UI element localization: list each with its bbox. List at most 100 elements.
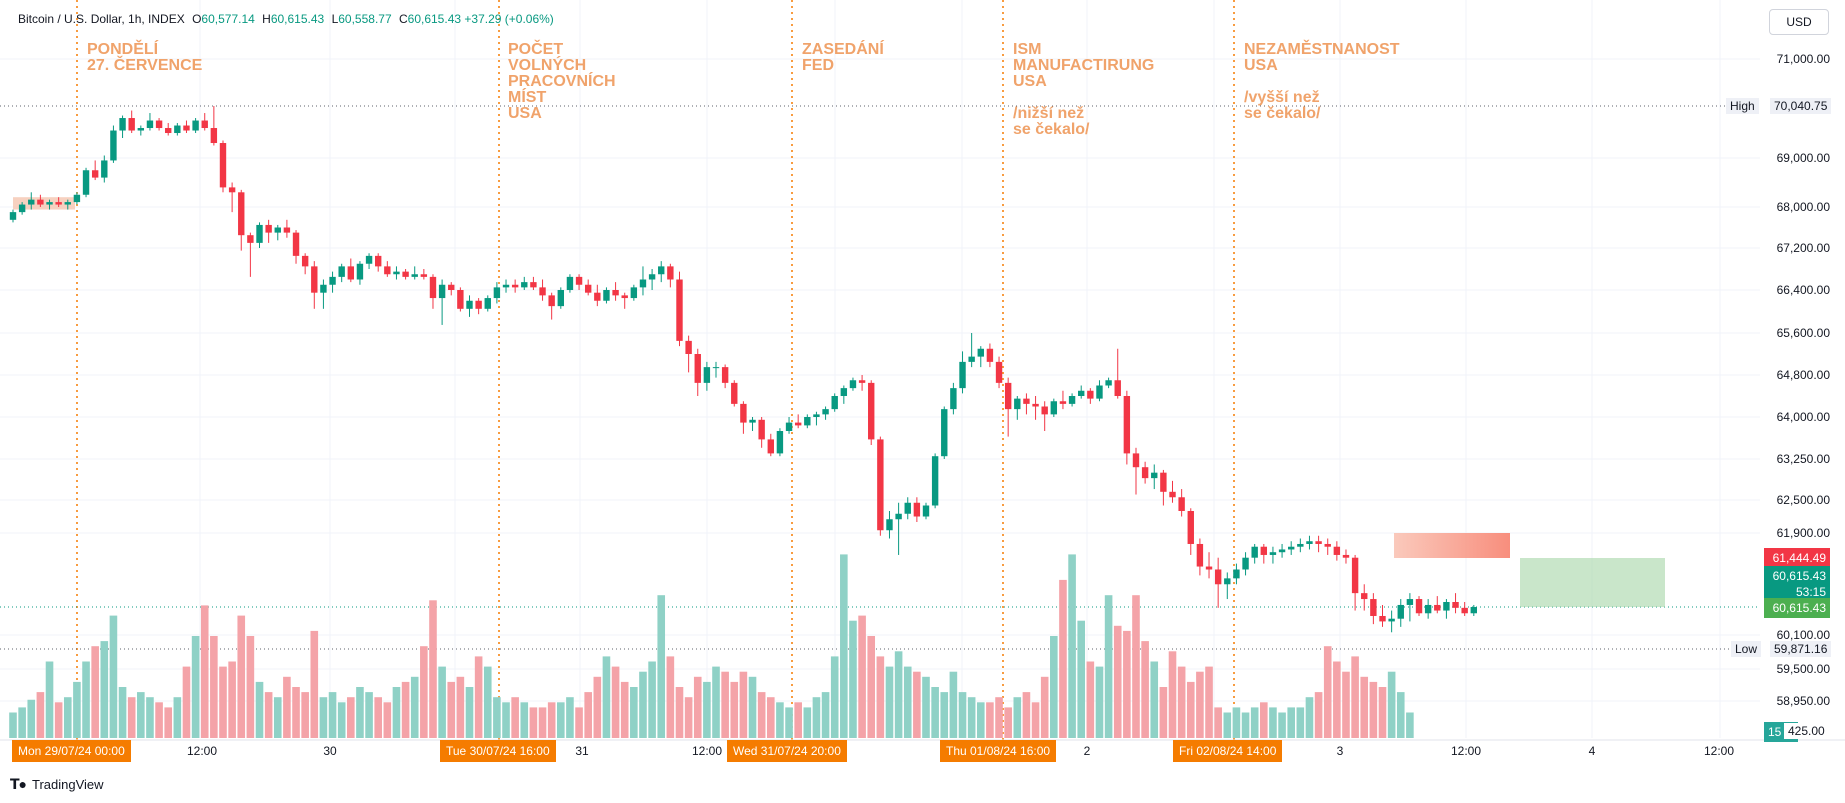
tradingview-branding[interactable]: 𝗧● TradingView <box>10 776 104 793</box>
candle-body-121 <box>1114 380 1121 396</box>
candle-10 <box>101 155 108 183</box>
event-text-1: PONDĚLÍ 27. ČERVENCE <box>87 41 203 74</box>
candle-91 <box>840 385 848 404</box>
y-tick-label-4: 67,200.00 <box>1777 241 1831 255</box>
candle-95 <box>877 436 884 536</box>
volume-bar-61 <box>566 697 574 738</box>
candle-body-128 <box>1178 497 1185 511</box>
candle-body-117 <box>1078 390 1085 396</box>
candle-body-104 <box>959 361 966 389</box>
candle-131 <box>1205 552 1213 579</box>
y-tick-label-17: 58,950.00 <box>1777 694 1831 708</box>
candle-50 <box>466 295 473 317</box>
candle-body-111 <box>1023 398 1030 404</box>
candle-13 <box>128 110 135 134</box>
volume-bar-23 <box>219 666 227 738</box>
volume-bar-127 <box>1168 651 1177 738</box>
candle-body-123 <box>1132 453 1140 468</box>
volume-bar-145 <box>1333 661 1341 738</box>
volume-bar-75 <box>693 676 702 738</box>
candle-body-154 <box>1415 599 1423 614</box>
candle-body-114 <box>1050 401 1058 415</box>
candle-75 <box>694 348 701 396</box>
volume-bar-5 <box>54 702 63 738</box>
volume-bar-26 <box>246 636 255 738</box>
candle-body-54 <box>502 284 510 288</box>
x-tick-label-1: 30 <box>323 744 337 758</box>
volume-bar-106 <box>976 702 985 738</box>
volume-bar-85 <box>785 707 793 738</box>
y-tick-label-11: 61,900.00 <box>1777 526 1831 540</box>
candle-body-118 <box>1087 390 1094 399</box>
volume-bar-91 <box>840 554 848 738</box>
candle-body-119 <box>1096 385 1103 399</box>
currency-button[interactable]: USD <box>1769 9 1829 35</box>
volume-bar-38 <box>356 687 364 738</box>
candle-body-73 <box>676 279 683 341</box>
candle-67 <box>621 292 628 309</box>
candle-body-160 <box>1470 607 1477 614</box>
candle-body-138 <box>1269 552 1277 555</box>
candle-body-45 <box>420 274 428 277</box>
candle-51 <box>475 298 482 315</box>
candle-49 <box>457 287 464 312</box>
candle-body-23 <box>219 143 227 188</box>
volume-bar-54 <box>502 702 510 738</box>
volume-bar-11 <box>109 615 118 738</box>
candle-body-55 <box>511 284 519 288</box>
candle-54 <box>502 279 510 293</box>
volume-bar-63 <box>584 692 592 738</box>
candle-78 <box>721 364 729 389</box>
volume-bar-82 <box>757 692 766 738</box>
candle-93 <box>858 375 866 391</box>
candle-118 <box>1087 388 1094 404</box>
candle-body-9 <box>91 170 99 178</box>
time-label-event-4: Thu 01/08/24 16:00 <box>940 740 1057 762</box>
candle-125 <box>1151 464 1158 490</box>
candle-body-27 <box>256 224 263 243</box>
candle-body-109 <box>1004 382 1012 410</box>
volume-bar-131 <box>1205 666 1213 738</box>
candle-body-130 <box>1196 543 1204 567</box>
low-tag-label: Low <box>1731 641 1762 657</box>
candle-97 <box>895 502 902 555</box>
candle-79 <box>731 380 738 407</box>
candle-41 <box>384 261 391 277</box>
volume-bar-12 <box>118 687 127 738</box>
candle-body-129 <box>1187 511 1194 544</box>
volume-bar-64 <box>593 676 602 738</box>
candle-body-99 <box>913 502 921 517</box>
volume-bar-146 <box>1342 671 1350 738</box>
candle-body-22 <box>210 128 218 144</box>
low-value: 60,558.77 <box>338 12 392 26</box>
volume-bar-138 <box>1269 707 1277 738</box>
volume-bar-30 <box>283 676 291 738</box>
volume-bar-143 <box>1314 692 1323 738</box>
candle-102 <box>941 406 948 459</box>
candle-40 <box>375 253 382 272</box>
candle-body-127 <box>1169 491 1176 498</box>
volume-bar-34 <box>319 697 328 738</box>
candle-108 <box>995 356 1003 389</box>
volume-bar-126 <box>1159 687 1168 738</box>
candle-body-70 <box>648 274 656 280</box>
volume-bar-139 <box>1278 712 1286 738</box>
volume-bar-1 <box>18 707 26 738</box>
candle-body-63 <box>584 284 592 293</box>
candle-64 <box>594 284 601 307</box>
candle-body-38 <box>356 263 364 280</box>
candle-body-41 <box>384 266 391 275</box>
candle-body-79 <box>731 382 738 404</box>
volume-bar-35 <box>328 692 337 738</box>
candle-141 <box>1297 538 1304 553</box>
candle-7 <box>73 192 81 205</box>
candle-35 <box>329 271 336 293</box>
candle-body-40 <box>375 255 382 267</box>
volume-bar-93 <box>858 615 866 738</box>
candle-18 <box>174 123 181 136</box>
candle-body-32 <box>301 255 309 267</box>
volume-bar-39 <box>365 692 373 738</box>
volume-bar-102 <box>940 692 949 738</box>
y-tick-label-10: 62,500.00 <box>1777 493 1831 507</box>
